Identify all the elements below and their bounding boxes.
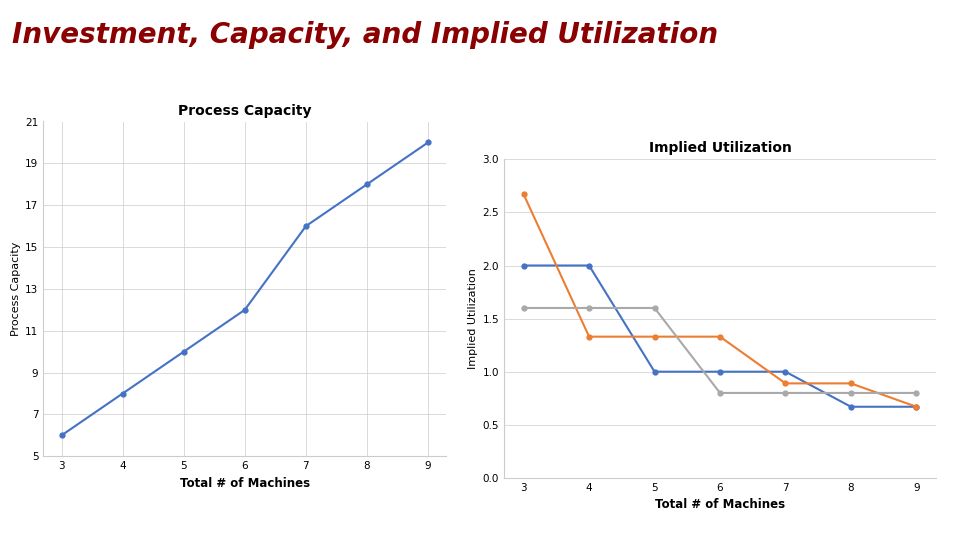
- Staton-2: [584, 333, 595, 340]
- Y-axis label: Implied Utilization: Implied Utilization: [468, 268, 478, 369]
- Text: COLLEGE: COLLEGE: [843, 521, 881, 529]
- Staton-3: [584, 305, 595, 311]
- Line: Staton-1: Staton-1: [521, 263, 919, 409]
- Staton-3: [780, 390, 791, 396]
- Staton-2: [780, 380, 791, 387]
- Line: Staton-2: Staton-2: [521, 192, 919, 409]
- Text: Investment, Capacity, and Implied Utilization: Investment, Capacity, and Implied Utiliz…: [12, 21, 718, 49]
- Title: Process Capacity: Process Capacity: [178, 104, 312, 118]
- Staton-1: [911, 403, 923, 410]
- Staton-3: [649, 305, 660, 311]
- Y-axis label: Process Capacity: Process Capacity: [11, 242, 21, 336]
- Text: CSUN.: CSUN.: [802, 508, 851, 522]
- Staton-2: [911, 403, 923, 410]
- Staton-3: [911, 390, 923, 396]
- X-axis label: Total # of Machines: Total # of Machines: [180, 477, 310, 490]
- Staton-1: [584, 262, 595, 269]
- Staton-2: [714, 333, 726, 340]
- Text: NAZARIAN: NAZARIAN: [843, 503, 888, 512]
- Staton-1: [517, 262, 529, 269]
- Staton-1: [780, 368, 791, 375]
- Staton-1: [714, 368, 726, 375]
- Staton-2: [649, 333, 660, 340]
- Line: Staton-3: Staton-3: [521, 306, 919, 395]
- Staton-2: [845, 380, 856, 387]
- Text: 6: 6: [937, 510, 946, 523]
- Title: Implied Utilization: Implied Utilization: [649, 141, 791, 156]
- Staton-3: [845, 390, 856, 396]
- X-axis label: Total # of Machines: Total # of Machines: [655, 498, 785, 511]
- Staton-1: [649, 368, 660, 375]
- Staton-2: [517, 191, 529, 198]
- Staton-1: [845, 403, 856, 410]
- Staton-3: [517, 305, 529, 311]
- Text: Throughput Analysis-Basics. A. Asef-Vaziri, Systems & Operations Management.: Throughput Analysis-Basics. A. Asef-Vazi…: [8, 511, 398, 521]
- Staton-3: [714, 390, 726, 396]
